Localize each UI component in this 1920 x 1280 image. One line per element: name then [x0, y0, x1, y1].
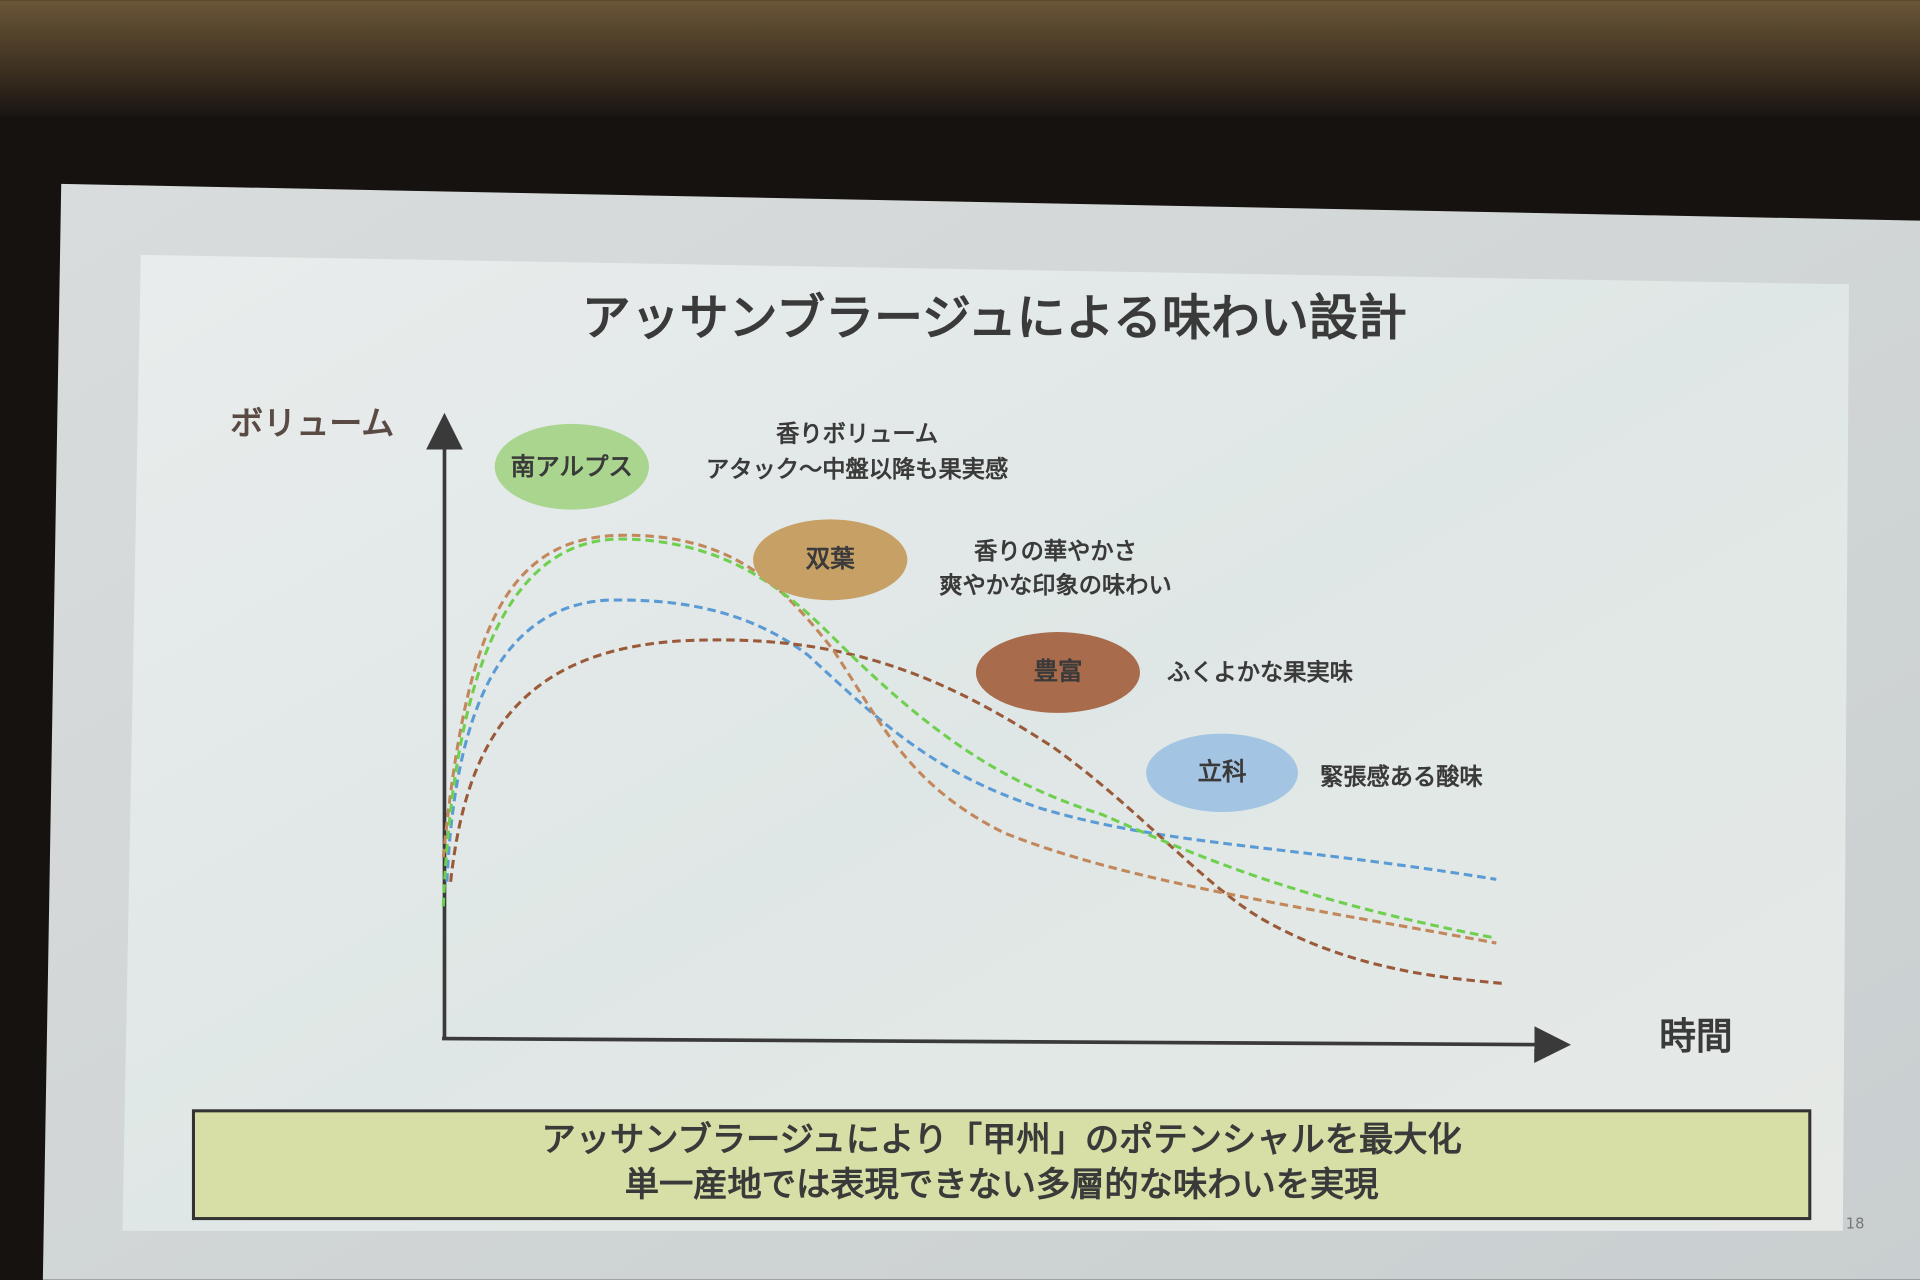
- variety-badge: [753, 519, 908, 601]
- variety-note: 香りの華やかさ: [974, 538, 1137, 565]
- variety-note: 香りボリューム: [776, 420, 938, 447]
- x-axis-label: 時間: [1659, 1015, 1732, 1058]
- variety-badge: [975, 632, 1140, 713]
- curve-houfu: [449, 638, 1504, 985]
- page-number: 18: [1846, 1216, 1865, 1233]
- conclusion-line: アッサンブラージュにより「甲州」のポテンシャルを最大化: [541, 1120, 1461, 1160]
- variety-badge: [1146, 733, 1298, 813]
- variety-note: 緊張感ある酸味: [1320, 763, 1484, 790]
- conclusion-box: [191, 1109, 1812, 1221]
- curve-futaba: [441, 533, 1497, 945]
- variety-name: 双葉: [806, 544, 855, 573]
- conclusion-line: 単一産地では表現できない多層的な味わいを実現: [625, 1165, 1379, 1205]
- variety-note: 爽やかな印象の味わい: [939, 572, 1172, 599]
- ceiling: [0, 0, 1920, 123]
- variety-note: アタック～中盤以降も果実感: [706, 456, 1008, 483]
- variety-name: 立科: [1198, 757, 1247, 786]
- slide: [122, 254, 1849, 1231]
- slide-title: アッサンブラージュによる味わい設計: [582, 290, 1407, 347]
- curve-minami-alps: [441, 537, 1497, 940]
- variety-badge: [494, 423, 649, 510]
- curves: [441, 533, 1504, 985]
- variety-name: 南アルプス: [511, 452, 633, 481]
- variety-name: 豊富: [1033, 656, 1082, 685]
- variety-note: ふくよかな果実味: [1167, 659, 1354, 686]
- x-axis: [442, 1026, 1572, 1063]
- y-axis-label: ボリューム: [230, 404, 394, 443]
- curve-tateshina: [445, 598, 1497, 882]
